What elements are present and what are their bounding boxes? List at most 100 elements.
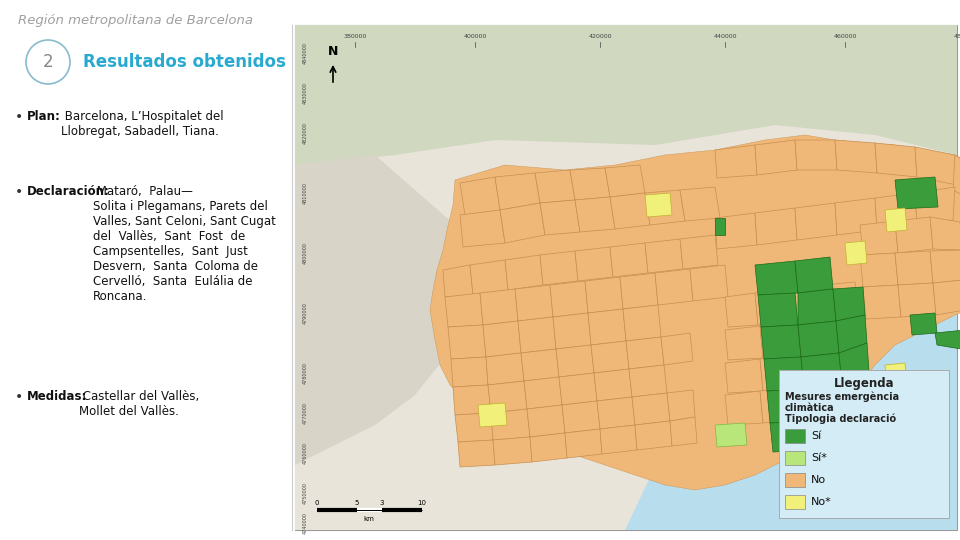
Text: 480000: 480000	[953, 34, 960, 39]
Text: Resultados obtenidos: Resultados obtenidos	[83, 53, 286, 71]
Polygon shape	[798, 321, 839, 357]
Polygon shape	[295, 25, 957, 165]
Text: 440000: 440000	[713, 34, 736, 39]
Text: •: •	[15, 110, 23, 124]
Text: Llegenda: Llegenda	[833, 377, 895, 390]
Polygon shape	[725, 293, 758, 327]
Polygon shape	[715, 218, 725, 235]
Polygon shape	[610, 243, 648, 277]
Polygon shape	[458, 440, 495, 467]
Polygon shape	[488, 381, 527, 413]
Text: Declaración:: Declaración:	[27, 185, 109, 198]
Polygon shape	[755, 140, 797, 175]
Polygon shape	[635, 421, 672, 450]
Polygon shape	[758, 293, 798, 327]
Polygon shape	[760, 355, 798, 391]
Polygon shape	[565, 429, 602, 458]
Polygon shape	[597, 397, 635, 429]
FancyBboxPatch shape	[785, 451, 805, 465]
Text: No: No	[811, 475, 827, 485]
Polygon shape	[860, 221, 898, 255]
Text: 460000: 460000	[833, 34, 856, 39]
Text: N: N	[327, 45, 338, 58]
Polygon shape	[795, 423, 825, 449]
Polygon shape	[500, 203, 545, 243]
Polygon shape	[600, 425, 637, 454]
Polygon shape	[575, 247, 613, 281]
Text: 400000: 400000	[464, 34, 487, 39]
Polygon shape	[430, 135, 960, 490]
Polygon shape	[645, 190, 685, 225]
Polygon shape	[575, 197, 615, 232]
Polygon shape	[833, 287, 865, 321]
Text: 4810000: 4810000	[303, 182, 308, 204]
Polygon shape	[795, 140, 837, 170]
Polygon shape	[515, 285, 553, 321]
Text: 4840000: 4840000	[303, 42, 308, 64]
Polygon shape	[460, 210, 505, 247]
Polygon shape	[661, 333, 693, 365]
Text: 4830000: 4830000	[303, 82, 308, 104]
Polygon shape	[795, 318, 833, 354]
Polygon shape	[930, 217, 960, 250]
Polygon shape	[863, 285, 901, 319]
Polygon shape	[530, 433, 567, 462]
Polygon shape	[570, 168, 610, 200]
Polygon shape	[835, 140, 877, 173]
Polygon shape	[755, 261, 798, 295]
Polygon shape	[470, 260, 508, 295]
Polygon shape	[480, 289, 518, 325]
Polygon shape	[518, 317, 556, 353]
Text: 4790000: 4790000	[303, 302, 308, 324]
Polygon shape	[807, 417, 847, 450]
Text: 420000: 420000	[588, 34, 612, 39]
Polygon shape	[553, 313, 591, 349]
Bar	[295, 25, 957, 530]
Polygon shape	[860, 253, 898, 287]
Polygon shape	[605, 165, 645, 197]
Text: 4760000: 4760000	[303, 442, 308, 464]
Polygon shape	[495, 173, 540, 210]
Polygon shape	[898, 283, 936, 317]
Polygon shape	[491, 409, 530, 440]
Polygon shape	[295, 155, 455, 465]
Text: Plan:: Plan:	[27, 110, 60, 123]
Text: •: •	[15, 390, 23, 404]
Polygon shape	[655, 269, 693, 305]
Polygon shape	[527, 405, 565, 437]
Text: 3: 3	[380, 500, 384, 506]
Polygon shape	[875, 193, 917, 230]
Polygon shape	[842, 371, 871, 417]
Polygon shape	[493, 437, 532, 465]
Polygon shape	[755, 289, 793, 325]
Polygon shape	[725, 326, 763, 360]
Polygon shape	[556, 345, 594, 377]
Polygon shape	[795, 351, 833, 387]
FancyBboxPatch shape	[785, 495, 805, 509]
Polygon shape	[767, 389, 807, 423]
Polygon shape	[623, 305, 661, 341]
Text: Barcelona, L’Hospitalet del
Llobregat, Sabadell, Tiana.: Barcelona, L’Hospitalet del Llobregat, S…	[61, 110, 224, 138]
Text: Castellar del Vallès,
Mollet del Vallès.: Castellar del Vallès, Mollet del Vallès.	[79, 390, 200, 418]
Text: 4740000: 4740000	[303, 512, 308, 534]
Polygon shape	[770, 421, 810, 452]
FancyBboxPatch shape	[779, 370, 949, 518]
Polygon shape	[625, 245, 957, 530]
Polygon shape	[845, 241, 867, 265]
Polygon shape	[483, 321, 521, 357]
Polygon shape	[935, 330, 960, 350]
Polygon shape	[629, 365, 667, 397]
Polygon shape	[521, 349, 559, 381]
Polygon shape	[486, 353, 524, 385]
Polygon shape	[610, 193, 650, 229]
FancyBboxPatch shape	[785, 429, 805, 443]
FancyBboxPatch shape	[295, 25, 957, 530]
Polygon shape	[801, 353, 842, 389]
Polygon shape	[825, 282, 858, 317]
Polygon shape	[455, 413, 493, 442]
Polygon shape	[795, 203, 837, 240]
Polygon shape	[448, 325, 486, 359]
Polygon shape	[933, 280, 960, 315]
Polygon shape	[645, 239, 683, 273]
Polygon shape	[540, 200, 580, 235]
